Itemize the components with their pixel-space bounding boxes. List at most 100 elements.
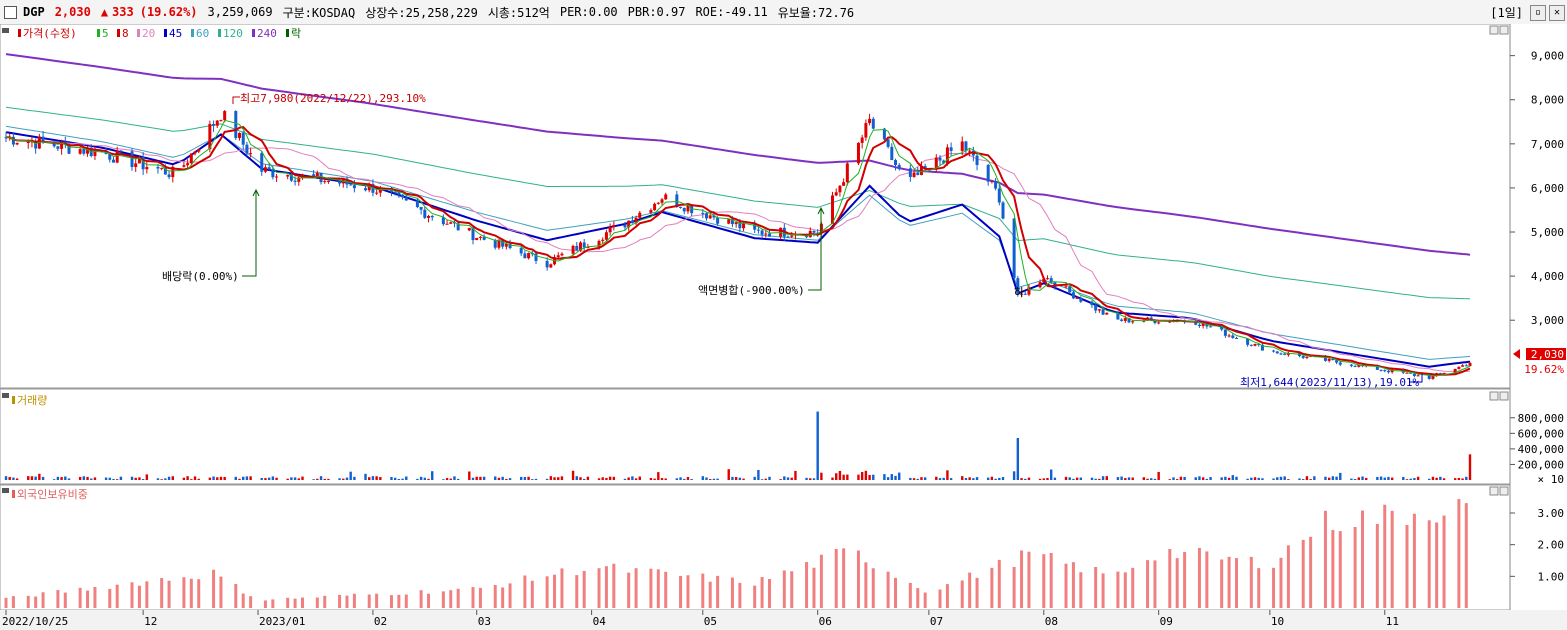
volume-bar [835, 473, 838, 480]
foreign-bar [679, 575, 683, 608]
chart-canvas[interactable]: 가격(수정) 5 8 20 45 60 120 240 락 거래량 외국인보유비중 9,000 8… [0, 24, 1567, 630]
foreign-bar [427, 593, 431, 608]
candle [549, 264, 553, 268]
volume-bar [1179, 476, 1183, 480]
candle [1249, 344, 1253, 346]
maximize-icon[interactable]: ▫ [1530, 4, 1546, 21]
volume-bar [794, 470, 797, 480]
foreign-bar [834, 549, 838, 608]
volume-bar [431, 471, 434, 480]
ma-8-line [5, 126, 1471, 376]
foreign-bar [63, 592, 67, 608]
volume-bar [1120, 476, 1123, 480]
candle [556, 255, 560, 258]
foreign-bar [553, 574, 557, 608]
panel-menu-icon[interactable] [2, 488, 9, 493]
foreign-bar [790, 571, 794, 608]
candle [338, 180, 342, 184]
volume-bar [1224, 476, 1227, 480]
candle [1309, 356, 1313, 358]
foreign-bar [1412, 513, 1416, 608]
candle [1038, 282, 1042, 288]
candle [612, 225, 616, 228]
period-selector[interactable]: [1일] [1490, 6, 1523, 20]
candle [686, 205, 690, 212]
foreign-bar [1257, 568, 1261, 608]
candle [349, 184, 353, 186]
panel-window-buttons[interactable] [1489, 25, 1509, 496]
candle [682, 207, 686, 212]
candle [1127, 318, 1131, 323]
close-icon[interactable]: ✕ [1549, 4, 1565, 21]
volume-bar [182, 477, 186, 480]
volume-bar [419, 476, 423, 480]
candle [923, 166, 927, 169]
dividend-annotation: 배당락(0.00%) [162, 270, 239, 283]
candle [401, 194, 405, 198]
candle [156, 167, 160, 169]
candle [1338, 362, 1342, 365]
volume-bar [805, 477, 808, 480]
foreign-bar [701, 573, 705, 608]
foreign-bar [86, 590, 90, 608]
volume-bar [883, 474, 886, 480]
candle [768, 233, 772, 237]
foreign-bar [923, 592, 927, 608]
volume-bar [1390, 477, 1394, 480]
volume-bar [701, 476, 704, 480]
x-tick-label: 2023/01 [259, 615, 305, 628]
candle [1090, 301, 1094, 306]
foreign-bar [627, 572, 631, 608]
candle [1409, 372, 1413, 374]
foreign-bar [1197, 547, 1201, 608]
candle [67, 144, 71, 154]
candle [1301, 356, 1305, 358]
volume-bar [1324, 476, 1327, 480]
annotations: 최고7,980(2022/12/22),293.10% 배당락(0.00%) 액… [162, 92, 1423, 389]
volume-bar [1194, 477, 1197, 480]
candle [163, 167, 167, 175]
volume-bar [1168, 479, 1171, 480]
volume-bar [471, 477, 475, 480]
volume-bar [312, 479, 315, 480]
candle [1157, 322, 1161, 324]
candle [212, 123, 216, 126]
volume-bar [145, 474, 149, 480]
legend-item: 60 [196, 27, 209, 40]
foreign-bar [1064, 563, 1068, 608]
candle [916, 172, 920, 175]
candle [1305, 356, 1309, 358]
candle [471, 227, 475, 241]
volume-bar [242, 476, 245, 480]
volume-bar [505, 478, 508, 480]
candle [1201, 323, 1205, 326]
volume-bar [557, 477, 560, 480]
volume-bar [975, 477, 979, 480]
candle [145, 167, 149, 170]
candle [1349, 364, 1353, 366]
candle [186, 163, 190, 166]
candle [860, 137, 864, 143]
foreign-bar [1272, 567, 1276, 608]
candle [571, 245, 575, 254]
candle [1045, 278, 1049, 280]
candle [1049, 278, 1053, 283]
candle [630, 220, 634, 224]
volume-bar [545, 478, 549, 480]
candle [456, 223, 460, 231]
volume-bar [508, 478, 512, 480]
foreign-bar [916, 588, 920, 608]
select-checkbox[interactable] [4, 5, 17, 19]
candle [427, 216, 431, 218]
candle [786, 236, 790, 238]
volume-bar [223, 476, 226, 480]
panel-menu-icon[interactable] [2, 393, 9, 398]
volume-bar [141, 479, 145, 480]
panel-menu-icon[interactable] [2, 28, 9, 33]
x-tick-label: 02 [374, 615, 387, 628]
candle [1357, 364, 1361, 367]
volume-bar [549, 476, 553, 480]
candle [1012, 218, 1016, 279]
volume-bar [1024, 478, 1027, 480]
volume-bar [1116, 477, 1120, 480]
